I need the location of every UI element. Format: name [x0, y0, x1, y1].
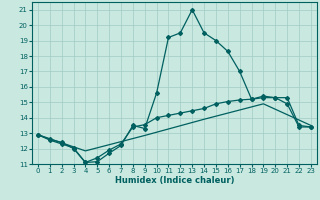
X-axis label: Humidex (Indice chaleur): Humidex (Indice chaleur)	[115, 176, 234, 185]
